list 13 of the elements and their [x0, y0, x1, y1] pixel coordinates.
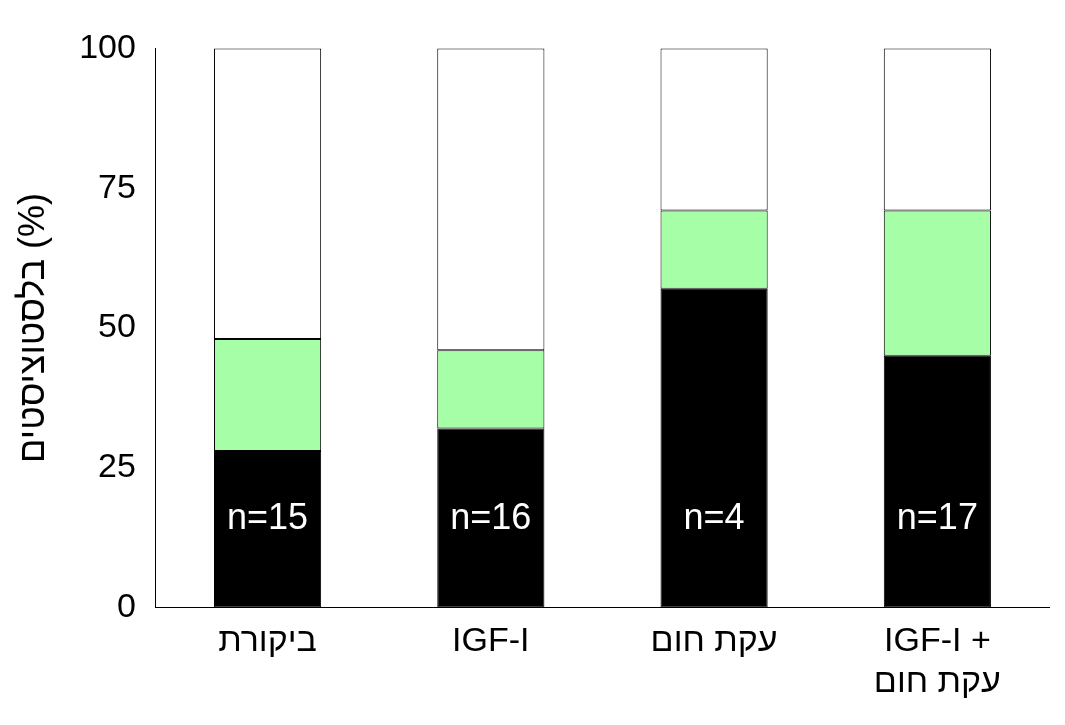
- annotation: n=17: [896, 496, 978, 538]
- y-tick-label: 75: [98, 166, 136, 205]
- y-tick-label: 25: [98, 446, 136, 485]
- y-tick-label: 0: [117, 585, 136, 624]
- y-tick-label: 50: [98, 306, 136, 345]
- annotation: n=4: [683, 496, 745, 538]
- annotation: n=15: [227, 496, 309, 538]
- y-tick-label: 100: [79, 26, 136, 65]
- x-tick-label: IGF-I: [452, 620, 530, 659]
- x-tick-label: ביקורת: [218, 620, 317, 659]
- annotation: n=16: [450, 496, 532, 538]
- x-tick-label: עקת חום: [650, 620, 778, 659]
- y-axis-title: בלסטוציסטים (%): [10, 192, 52, 463]
